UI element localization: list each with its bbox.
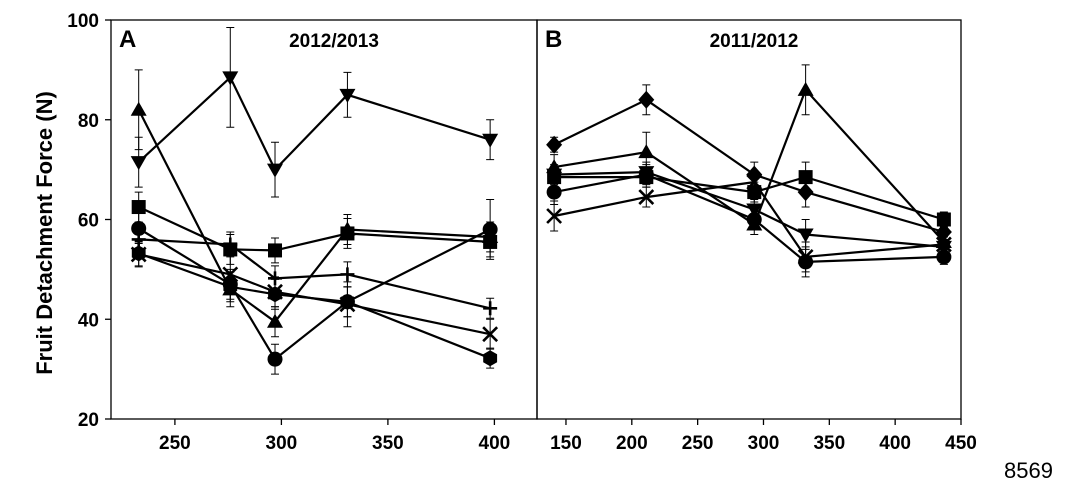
data-point-x [638, 189, 655, 205]
data-point-triangle-down [482, 133, 499, 148]
data-point-triangle-up [638, 144, 655, 159]
x-tick-label: 200 [616, 433, 648, 454]
y-tick-label: 80 [78, 111, 99, 132]
x-tick-label: 300 [266, 433, 298, 454]
y-axis-label: Fruit Detachment Force (N) [32, 91, 57, 375]
data-point-circle [482, 221, 498, 237]
x-tick-label: 400 [479, 433, 511, 454]
data-point-plus [483, 301, 498, 316]
data-point-x [797, 248, 814, 265]
data-point-triangle-up [797, 81, 814, 96]
data-point-triangle-down [222, 71, 239, 86]
x-tick-label: 300 [748, 433, 780, 454]
panel-b: 150 200 250 300 350 400 450 B 2011/2012 [536, 19, 977, 454]
series-x [546, 171, 952, 273]
series-circle [131, 199, 498, 375]
series-line [138, 227, 491, 361]
panel-a: 250 300 350 400 20 40 60 80 100 A 2012/2013 [67, 11, 538, 454]
data-point-triangle-down [339, 88, 356, 103]
data-point-square [268, 243, 283, 258]
series-line [137, 75, 491, 172]
page-number: 8569 [1004, 458, 1053, 483]
data-point-hexagon [340, 293, 355, 310]
data-point-square [340, 226, 355, 241]
plot-frame [110, 19, 538, 420]
data-point-x [482, 326, 499, 343]
x-tick-label: 250 [682, 433, 714, 454]
data-point-square [798, 170, 813, 185]
data-point-circle [267, 351, 283, 367]
panel-title: 2011/2012 [710, 31, 799, 52]
data-point-diamond [638, 90, 655, 109]
x-tick-label: 450 [945, 433, 977, 454]
data-point-x [546, 208, 563, 224]
series-line [553, 98, 945, 234]
y-tick-label: 40 [78, 310, 99, 331]
y-tick-label: 20 [78, 410, 99, 431]
series-circle [546, 164, 952, 278]
data-point-plus [340, 267, 355, 282]
x-tick-label: 150 [550, 433, 582, 454]
panel-title: 2012/2013 [289, 31, 379, 52]
data-point-circle [638, 167, 654, 183]
x-tick-label: 350 [813, 433, 845, 454]
data-point-triangle-up [267, 313, 284, 328]
panel-letter: B [545, 26, 562, 53]
data-point-triangle-down [130, 156, 147, 171]
series-triangle-down [130, 26, 499, 198]
data-point-x [746, 174, 763, 191]
data-point-square [936, 212, 951, 227]
x-tick-label: 400 [879, 433, 911, 454]
data-point-hexagon [223, 278, 238, 295]
y-tick-label: 60 [78, 211, 99, 232]
series-line [137, 109, 491, 324]
x-tick-label: 350 [372, 433, 404, 454]
x-tick-label: 250 [159, 433, 191, 454]
data-point-circle [936, 249, 952, 265]
data-point-square [131, 200, 146, 215]
data-point-hexagon [131, 245, 146, 262]
data-point-x [935, 236, 952, 253]
data-point-square [547, 170, 562, 185]
y-tick-label: 100 [67, 11, 99, 32]
data-point-hexagon [268, 286, 282, 303]
plot-frame [536, 19, 962, 420]
series-line [138, 252, 491, 360]
data-point-circle [546, 184, 562, 200]
data-point-triangle-down [267, 163, 284, 178]
data-point-diamond [546, 135, 563, 154]
panel-letter: A [119, 26, 136, 53]
series-hexagon [131, 240, 498, 369]
data-point-plus [223, 237, 238, 252]
data-point-circle [746, 212, 762, 227]
series-line [138, 253, 491, 336]
data-point-hexagon [483, 350, 498, 367]
data-point-triangle-down [797, 228, 814, 243]
data-point-triangle-up [130, 101, 147, 116]
